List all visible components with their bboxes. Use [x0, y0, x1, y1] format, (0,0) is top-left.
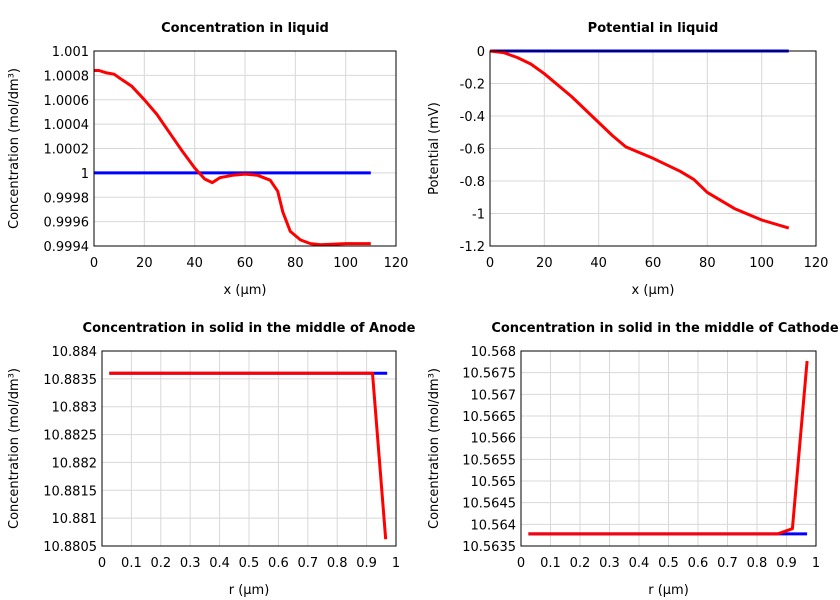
x-tick-label: 0.5	[658, 556, 679, 571]
y-tick-label: 10.884	[52, 345, 98, 360]
chart-title: Concentration in liquid	[161, 21, 329, 36]
x-tick-label: 0.3	[180, 556, 201, 571]
y-tick-label: -0.6	[460, 143, 485, 158]
y-tick-label: 10.5655	[462, 453, 516, 468]
x-tick-label: 0.4	[209, 556, 230, 571]
x-tick-label: 0.7	[717, 556, 738, 571]
y-tick-label: 10.5635	[462, 540, 516, 555]
y-tick-label: -0.4	[460, 110, 485, 125]
y-tick-label: 1.001	[52, 45, 89, 60]
y-axis-label: Concentration (mol/dm³)	[427, 368, 442, 529]
y-tick-label: 10.8835	[43, 373, 97, 388]
x-tick-label: 1	[812, 556, 820, 571]
x-axis-label: x (µm)	[224, 283, 267, 298]
x-tick-label: 80	[699, 256, 716, 271]
series-line-2	[528, 360, 809, 536]
x-tick-label: 0.3	[599, 556, 620, 571]
y-tick-label: 10.567	[471, 388, 517, 403]
y-axis-label: Potential (mV)	[427, 102, 442, 195]
y-axis-label: Concentration (mol/dm³)	[7, 368, 22, 529]
x-tick-label: 40	[590, 256, 607, 271]
x-tick-label: 60	[645, 256, 662, 271]
y-tick-label: 10.8805	[43, 540, 97, 555]
y-tick-label: 10.881	[52, 512, 98, 527]
y-tick-label: 10.5675	[462, 367, 516, 382]
y-tick-label: 0	[477, 45, 485, 60]
chart-title: Potential in liquid	[588, 21, 719, 36]
x-tick-label: 0.2	[570, 556, 591, 571]
x-tick-label: 0.6	[688, 556, 709, 571]
y-tick-label: 0.9996	[44, 216, 90, 231]
x-tick-label: 0.5	[239, 556, 260, 571]
x-axis-label: r (µm)	[648, 583, 689, 598]
x-tick-label: 20	[536, 256, 553, 271]
y-tick-label: 1	[81, 167, 89, 182]
x-axis-label: x (µm)	[632, 283, 675, 298]
x-tick-label: 0.1	[121, 556, 142, 571]
y-tick-label: 10.8825	[43, 429, 97, 444]
subplot-1: 0 20 40 60 80 100 120 0.9994 0.9996 0.9998 1 1.0002…	[7, 21, 408, 298]
series-line-2	[489, 49, 790, 230]
y-tick-label: -1.2	[460, 240, 485, 255]
subplot-2: 0 20 40 60 80 100 120 -1.2 -1 -0.8 -0.6 -0.4 -0.2 0 Po…	[427, 21, 828, 298]
x-tick-label: 0	[98, 556, 106, 571]
x-tick-label: 0.7	[297, 556, 318, 571]
x-tick-label: 40	[186, 256, 203, 271]
plot-frame	[520, 350, 817, 547]
plot-frame	[93, 50, 397, 247]
y-tick-label: 10.5645	[462, 497, 516, 512]
x-tick-label: 120	[384, 256, 409, 271]
series-line-2	[94, 69, 371, 247]
series-line-2	[109, 371, 388, 540]
x-tick-label: 100	[333, 256, 358, 271]
y-tick-label: 1.0004	[44, 118, 90, 133]
y-tick-label: -0.8	[460, 175, 485, 190]
plot-frame	[489, 50, 817, 247]
x-tick-label: 0.8	[747, 556, 768, 571]
y-tick-label: 10.565	[471, 475, 517, 490]
x-tick-label: 0	[486, 256, 494, 271]
y-tick-label: 1.0002	[44, 143, 90, 158]
y-tick-label: 10.883	[52, 401, 98, 416]
y-tick-label: 10.8815	[43, 484, 97, 499]
y-tick-label: 10.5665	[462, 410, 516, 425]
x-axis-label: r (µm)	[229, 583, 270, 598]
x-tick-label: 60	[237, 256, 254, 271]
x-tick-label: 0	[517, 556, 525, 571]
x-tick-label: 0.2	[150, 556, 171, 571]
x-tick-label: 0.9	[356, 556, 377, 571]
chart-title: Concentration in solid in the middle of …	[491, 321, 839, 336]
x-tick-label: 0.6	[268, 556, 289, 571]
y-tick-label: 10.566	[471, 432, 517, 447]
x-tick-label: 0	[90, 256, 98, 271]
x-tick-label: 20	[136, 256, 153, 271]
y-tick-label: 0.9998	[44, 191, 90, 206]
y-tick-label: 10.568	[471, 345, 517, 360]
plot-frame	[101, 350, 397, 547]
y-axis-label: Concentration (mol/dm³)	[7, 68, 22, 229]
y-tick-label: 10.882	[52, 456, 98, 471]
x-tick-label: 0.9	[776, 556, 797, 571]
x-tick-label: 0.1	[540, 556, 561, 571]
x-tick-label: 0.8	[327, 556, 348, 571]
chart-title: Concentration in solid in the middle of …	[83, 321, 416, 336]
x-tick-label: 120	[804, 256, 829, 271]
y-tick-label: 1.0008	[44, 69, 90, 84]
y-tick-label: -1	[472, 208, 485, 223]
subplot-4: 0 0.1 0.2 0.3 0.4 0.5 0.6 0.7 0.8 0.9 1 10.5635 10.5…	[427, 321, 839, 598]
y-tick-label: 0.9994	[44, 240, 90, 255]
subplot-3: 0 0.1 0.2 0.3 0.4 0.5 0.6 0.7 0.8 0.9 1 10.8805 10.8…	[7, 321, 416, 598]
y-tick-label: 1.0006	[44, 94, 90, 109]
x-tick-label: 100	[749, 256, 774, 271]
x-tick-label: 1	[392, 556, 400, 571]
x-tick-label: 0.4	[629, 556, 650, 571]
y-tick-label: 10.564	[471, 518, 517, 533]
x-tick-label: 80	[287, 256, 304, 271]
y-tick-label: -0.2	[460, 78, 485, 93]
